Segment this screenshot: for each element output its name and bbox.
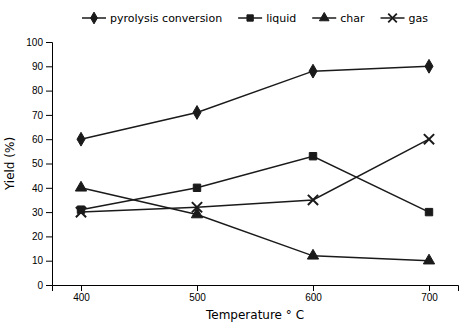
- legend-swatch-marker: [91, 12, 98, 24]
- legend-label: gas: [409, 12, 429, 25]
- legend-item: liquid: [238, 12, 296, 25]
- y-tick: 40: [32, 183, 52, 194]
- y-tick: 0: [37, 280, 52, 291]
- x-axis: 400 500 600 700: [53, 285, 459, 303]
- series: [76, 134, 434, 217]
- y-axis-line: [46, 43, 53, 286]
- legend-item: gas: [381, 12, 429, 25]
- series-marker: [309, 64, 317, 78]
- x-tick: 500: [189, 285, 206, 303]
- series-marker: [425, 59, 433, 73]
- legend-swatch-marker: [388, 14, 397, 23]
- series: [75, 181, 434, 264]
- y-axis-title: Yield (%): [3, 137, 17, 191]
- y-tick-label: 80: [32, 85, 44, 96]
- series-marker: [75, 181, 86, 191]
- x-tick-mark: [313, 285, 314, 291]
- x-tick: 600: [305, 285, 322, 303]
- y-tick-label: 30: [32, 207, 44, 218]
- legend-label: pyrolysis conversion: [110, 12, 222, 25]
- y-tick-mark: [46, 91, 52, 92]
- series-line: [81, 188, 429, 261]
- x-tick-label: 400: [73, 292, 90, 303]
- legend-swatch-marker: [247, 15, 253, 21]
- series-marker: [76, 207, 86, 217]
- y-tick-label: 10: [32, 255, 44, 266]
- y-tick-mark: [46, 236, 52, 237]
- series: [77, 59, 433, 146]
- x-axis-title: Temperature ° C: [205, 308, 304, 322]
- y-axis: 0 10 20 30 40 50 60 70 80 90 100: [26, 37, 52, 291]
- y-tick: 100: [26, 37, 52, 48]
- x-tick-mark: [429, 285, 430, 291]
- y-tick: 10: [32, 255, 52, 266]
- series-line: [81, 66, 429, 139]
- series-marker: [77, 132, 85, 146]
- y-tick-mark: [46, 115, 52, 116]
- x-tick-label: 600: [305, 292, 322, 303]
- series-marker: [424, 134, 434, 144]
- y-tick-label: 70: [32, 110, 44, 121]
- series-marker: [423, 254, 434, 264]
- legend-label: char: [340, 12, 365, 25]
- x-tick: 400: [73, 285, 90, 303]
- y-tick-label: 50: [32, 158, 44, 169]
- series-line: [81, 139, 429, 212]
- plot-area: 400 500 600 700 0 10 20 30 40 50 60 70 80 90 100: [26, 37, 458, 303]
- y-tick-mark: [46, 285, 52, 286]
- y-tick: 60: [32, 134, 52, 145]
- y-tick-mark: [46, 261, 52, 262]
- series-marker: [192, 202, 202, 212]
- y-tick: 90: [32, 61, 52, 72]
- legend-swatch-marker: [319, 12, 329, 20]
- series-marker: [193, 106, 201, 120]
- y-tick-label: 40: [32, 183, 44, 194]
- x-axis-line: [53, 286, 459, 292]
- series-marker: [307, 249, 318, 259]
- legend-item: pyrolysis conversion: [82, 12, 222, 25]
- y-tick-mark: [46, 139, 52, 140]
- x-tick: 700: [421, 285, 438, 303]
- y-tick-label: 60: [32, 134, 44, 145]
- chart: 400 500 600 700 0 10 20 30 40 50 60 70 80 90 100 Temper…: [0, 0, 474, 327]
- y-tick-mark: [46, 164, 52, 165]
- y-tick-label: 90: [32, 61, 44, 72]
- y-tick-mark: [46, 188, 52, 189]
- x-tick-label: 700: [421, 292, 438, 303]
- y-tick-mark: [46, 42, 52, 43]
- y-tick-mark: [46, 212, 52, 213]
- y-tick-label: 0: [37, 280, 43, 291]
- series-marker: [309, 153, 316, 160]
- legend-item: char: [312, 12, 365, 25]
- y-tick: 20: [32, 231, 52, 242]
- y-tick: 50: [32, 158, 52, 169]
- legend: pyrolysis conversion liquid char gas: [82, 12, 428, 25]
- x-tick-label: 500: [189, 292, 206, 303]
- series: [77, 153, 432, 216]
- y-tick: 70: [32, 110, 52, 121]
- series-group: [75, 59, 434, 264]
- series-marker: [191, 208, 202, 218]
- y-tick-mark: [46, 66, 52, 67]
- series-marker: [425, 208, 432, 215]
- x-tick-mark: [197, 285, 198, 291]
- legend-label: liquid: [266, 12, 296, 25]
- y-tick-label: 20: [32, 231, 44, 242]
- series-marker: [193, 184, 200, 191]
- x-tick-mark: [81, 285, 82, 291]
- series-marker: [308, 195, 318, 205]
- y-tick-label: 100: [26, 37, 43, 48]
- y-tick: 80: [32, 85, 52, 96]
- y-tick: 30: [32, 207, 52, 218]
